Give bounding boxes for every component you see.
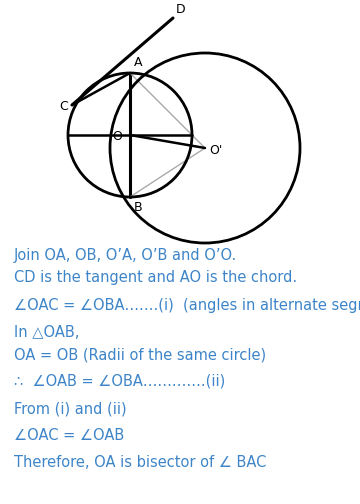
Text: From (i) and (ii): From (i) and (ii) <box>14 401 127 416</box>
Text: OA = OB (Radii of the same circle): OA = OB (Radii of the same circle) <box>14 347 266 362</box>
Text: Therefore, OA is bisector of ∠ BAC: Therefore, OA is bisector of ∠ BAC <box>14 455 266 470</box>
Text: C: C <box>59 100 68 113</box>
Text: A: A <box>134 56 143 69</box>
Text: CD is the tangent and AO is the chord.: CD is the tangent and AO is the chord. <box>14 270 297 285</box>
Text: B: B <box>134 201 143 214</box>
Text: In △OAB,: In △OAB, <box>14 325 79 340</box>
Text: ∠OAC = ∠OAB: ∠OAC = ∠OAB <box>14 428 124 443</box>
Text: ∴  ∠OAB = ∠OBA………….(ii): ∴ ∠OAB = ∠OBA………….(ii) <box>14 374 225 389</box>
Text: O: O <box>112 131 122 144</box>
Text: D: D <box>176 3 186 16</box>
Text: Join OA, OB, O’A, O’B and O’O.: Join OA, OB, O’A, O’B and O’O. <box>14 248 237 263</box>
Text: O': O' <box>209 144 222 157</box>
Text: ∠OAC = ∠OBA…….(i)  (angles in alternate segment): ∠OAC = ∠OBA…….(i) (angles in alternate s… <box>14 298 360 313</box>
